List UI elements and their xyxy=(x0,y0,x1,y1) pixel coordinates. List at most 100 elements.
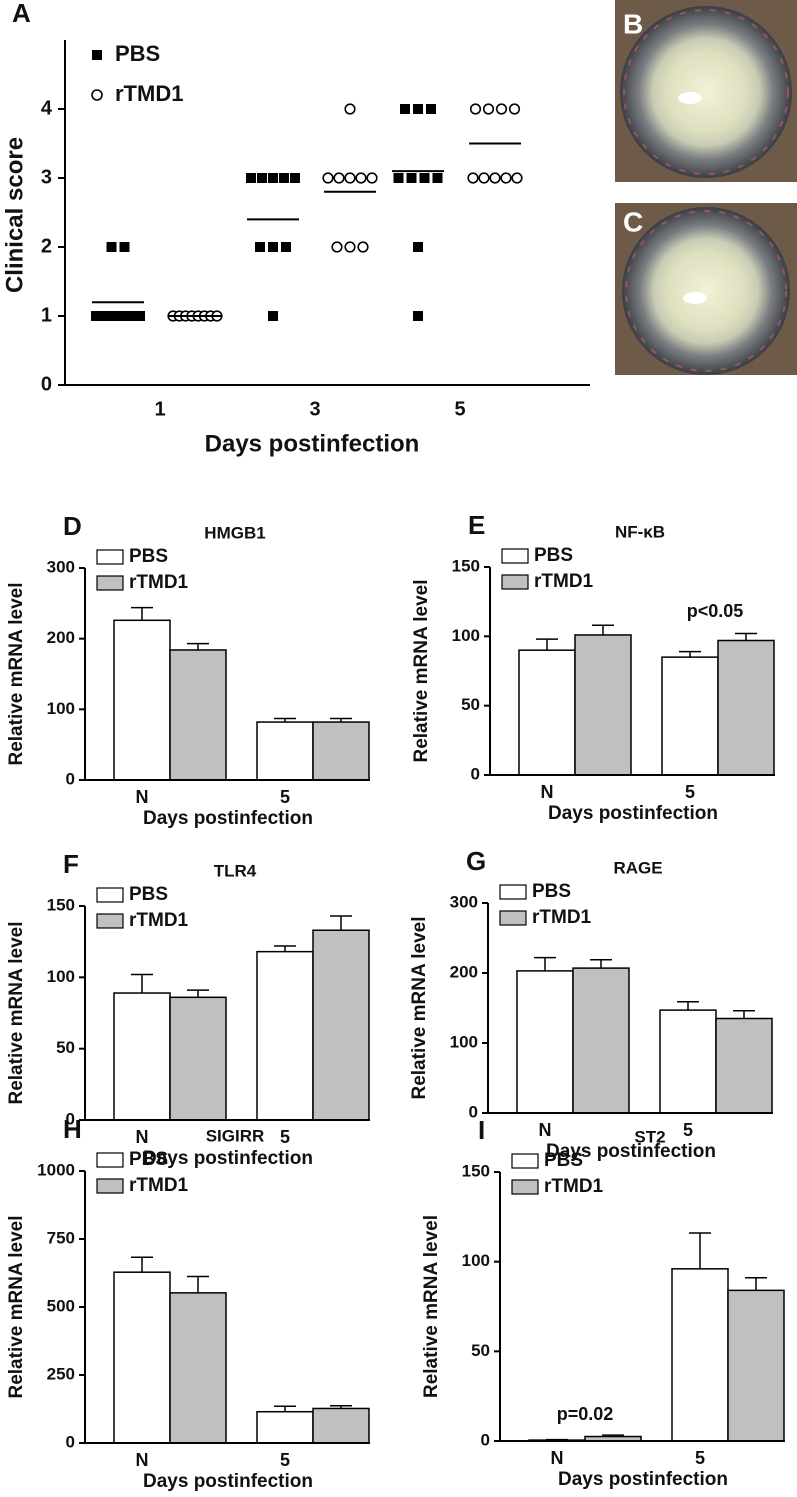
x-tick-label: 5 xyxy=(280,787,290,807)
x-tick-label: 3 xyxy=(309,398,320,420)
chart-title: SIGIRR xyxy=(206,1126,265,1145)
point xyxy=(255,242,265,252)
legend-swatch xyxy=(96,549,124,565)
x-tick-label: 5 xyxy=(454,398,465,420)
point xyxy=(467,172,479,184)
x-tick-label: 5 xyxy=(280,1127,290,1147)
point xyxy=(413,242,423,252)
point xyxy=(400,104,410,114)
point xyxy=(279,173,289,183)
legend-swatch xyxy=(501,548,529,564)
error-bar xyxy=(745,1277,767,1291)
panel-letter: D xyxy=(63,511,82,541)
x-tick-label: N xyxy=(136,1450,149,1470)
error-bar xyxy=(187,642,209,650)
legend-label: rTMD1 xyxy=(534,571,594,592)
point xyxy=(257,173,267,183)
y-axis-label: Relative mRNA level xyxy=(411,579,432,762)
legend-label: PBS xyxy=(544,1150,583,1171)
point xyxy=(331,241,343,253)
y-tick-label: 300 xyxy=(47,557,75,576)
point xyxy=(97,311,108,321)
y-axis-label: Relative mRNA level xyxy=(6,921,27,1104)
bar xyxy=(113,619,171,781)
chart-title: ST2 xyxy=(634,1127,665,1146)
x-axis-label: Days postinfection xyxy=(205,430,420,457)
point xyxy=(122,311,133,321)
legend-swatch xyxy=(96,1152,124,1168)
y-tick-label: 0 xyxy=(41,373,52,395)
legend-label: PBS xyxy=(129,1149,168,1170)
panel-letter: C xyxy=(623,206,643,237)
y-tick-label: 1 xyxy=(41,304,52,326)
x-tick-label: N xyxy=(539,1120,552,1140)
point xyxy=(268,242,278,252)
bar xyxy=(717,639,775,776)
legend-marker xyxy=(91,89,103,101)
point xyxy=(119,242,130,252)
point xyxy=(469,103,482,115)
point xyxy=(290,173,300,183)
y-tick-label: 0 xyxy=(66,769,75,788)
panel-letter: H xyxy=(63,1114,82,1144)
y-tick-label: 1000 xyxy=(37,1160,75,1179)
y-tick-label: 4 xyxy=(41,97,53,119)
bar xyxy=(312,1407,370,1444)
legend-swatch xyxy=(96,887,124,903)
legend-marker xyxy=(92,50,102,60)
y-tick-label: 0 xyxy=(481,1430,490,1449)
x-axis-label: Days postinfection xyxy=(546,1141,716,1162)
legend-label: rTMD1 xyxy=(544,1176,604,1197)
error-bar xyxy=(187,1275,209,1293)
x-tick-label: N xyxy=(136,1127,149,1147)
legend-label: PBS xyxy=(129,884,168,905)
bar xyxy=(169,996,227,1121)
y-tick-label: 250 xyxy=(47,1364,75,1383)
bar xyxy=(727,1289,785,1442)
point xyxy=(103,311,114,321)
bar xyxy=(256,950,314,1121)
point xyxy=(357,241,369,253)
error-bar xyxy=(187,989,209,998)
x-tick-label: 5 xyxy=(685,782,695,802)
legend-label: PBS xyxy=(532,881,571,902)
y-axis-label: Relative mRNA level xyxy=(409,916,430,1099)
y-tick-label: 200 xyxy=(47,628,75,647)
point xyxy=(406,173,417,183)
x-tick-label: 5 xyxy=(683,1120,693,1140)
bar xyxy=(113,1271,171,1444)
y-tick-label: 150 xyxy=(462,1161,490,1180)
bar xyxy=(518,649,576,776)
annotation: p=0.02 xyxy=(557,1404,614,1424)
point xyxy=(426,104,436,114)
legend-label: rTMD1 xyxy=(129,910,189,931)
y-axis-label: Clinical score xyxy=(1,137,28,293)
panel-letter: A xyxy=(12,0,31,28)
point xyxy=(344,241,356,253)
x-tick-label: N xyxy=(136,787,149,807)
y-tick-label: 50 xyxy=(471,1341,490,1360)
bar xyxy=(256,721,314,781)
bar xyxy=(572,967,630,1114)
point xyxy=(344,172,356,184)
point xyxy=(135,311,145,321)
y-tick-label: 100 xyxy=(450,1032,478,1051)
error-bar xyxy=(689,1232,711,1269)
bar xyxy=(516,970,574,1114)
point xyxy=(268,311,278,321)
point xyxy=(366,172,378,184)
y-tick-label: 2 xyxy=(41,235,52,257)
y-axis-label: Relative mRNA level xyxy=(421,1215,442,1398)
y-tick-label: 100 xyxy=(462,1251,490,1270)
legend-label: rTMD1 xyxy=(532,907,592,928)
point xyxy=(413,104,423,114)
point xyxy=(413,311,423,321)
y-tick-label: 100 xyxy=(452,626,480,645)
error-bar xyxy=(534,956,556,971)
y-tick-label: 0 xyxy=(66,1109,75,1128)
panel-letter: E xyxy=(468,510,485,540)
y-tick-label: 200 xyxy=(450,962,478,981)
chart-title: HMGB1 xyxy=(204,523,265,542)
point xyxy=(281,242,291,252)
